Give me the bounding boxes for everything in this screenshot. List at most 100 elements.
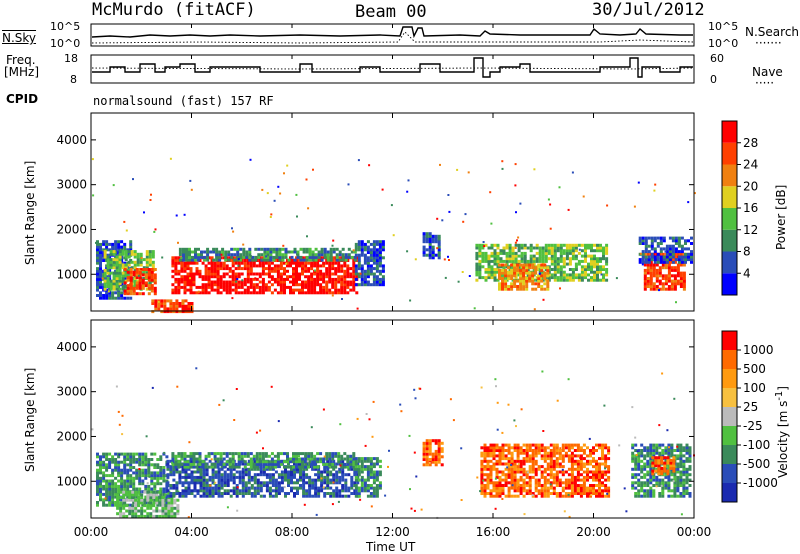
data-cell	[341, 459, 345, 463]
data-cell	[284, 255, 288, 259]
data-cell	[644, 255, 648, 259]
data-cell	[202, 489, 206, 493]
data-cell	[172, 302, 176, 305]
data-cell	[280, 481, 284, 485]
data-cell	[525, 473, 529, 477]
data-cell	[662, 260, 666, 264]
data-cell	[507, 274, 511, 278]
data-cell	[222, 457, 226, 461]
data-cell	[634, 443, 638, 447]
data-cell	[274, 486, 278, 490]
data-cell	[529, 246, 533, 250]
data-cell	[516, 489, 520, 493]
data-cell	[341, 255, 345, 259]
data-cell	[537, 451, 541, 455]
data-cell	[119, 506, 123, 510]
data-cell	[116, 506, 120, 510]
data-cell	[105, 482, 109, 486]
data-cell	[247, 475, 251, 479]
data-cell	[301, 272, 304, 276]
data-cell	[292, 452, 295, 456]
data-cell	[280, 489, 284, 493]
data-cell	[346, 460, 350, 464]
data-cell	[114, 468, 118, 472]
data-cell	[195, 261, 199, 265]
data-cell	[250, 467, 254, 471]
data-cell	[258, 275, 262, 279]
data-cell	[649, 489, 653, 493]
data-cell	[559, 254, 563, 258]
data-cell	[213, 452, 217, 456]
data-cell	[138, 284, 142, 288]
data-cell	[631, 443, 635, 447]
data-cell	[582, 478, 586, 482]
data-cell	[299, 473, 302, 477]
data-cell	[652, 494, 656, 498]
data-cell	[555, 494, 559, 498]
data-cell	[133, 250, 137, 254]
data-cell	[223, 481, 227, 485]
data-cell	[478, 246, 482, 250]
data-cell	[148, 260, 152, 264]
data-cell	[434, 460, 438, 464]
data-cell	[655, 467, 659, 471]
data-cell	[205, 467, 209, 471]
data-cell	[640, 470, 644, 474]
data-cell	[114, 458, 118, 461]
data-cell	[329, 486, 333, 490]
data-cell	[314, 473, 318, 477]
data-cell	[222, 462, 226, 466]
data-cell	[546, 282, 550, 286]
data-cell	[144, 484, 148, 488]
data-cell	[211, 489, 215, 493]
data-cell	[492, 481, 496, 485]
data-cell	[167, 514, 171, 518]
data-cell	[171, 462, 175, 466]
data-cell	[181, 467, 185, 471]
data-cell	[646, 446, 650, 450]
data-cell	[649, 467, 653, 471]
data-cell	[304, 465, 308, 469]
data-cell	[216, 288, 220, 292]
data-cell	[573, 481, 577, 485]
data-cell	[277, 492, 281, 495]
data-cell	[106, 285, 110, 288]
data-cell	[596, 278, 599, 282]
data-cell	[195, 452, 199, 456]
data-cell	[153, 286, 157, 290]
data-cell	[268, 478, 272, 482]
data-cell	[498, 475, 502, 479]
data-cell	[322, 291, 326, 295]
data-cell	[543, 274, 547, 278]
data-cell	[323, 253, 327, 257]
data-cell	[186, 283, 190, 287]
data-cell	[498, 446, 502, 450]
data-cell	[198, 462, 202, 466]
data-cell	[149, 199, 152, 201]
data-cell	[316, 261, 320, 265]
data-cell	[156, 466, 160, 469]
data-cell	[664, 484, 668, 487]
data-cell	[295, 460, 298, 464]
data-cell	[228, 267, 232, 271]
data-cell	[343, 269, 347, 273]
data-cell	[428, 463, 432, 467]
data-cell	[138, 455, 142, 459]
data-cell	[490, 259, 494, 263]
data-cell	[187, 310, 191, 314]
data-cell	[634, 459, 638, 463]
data-cell	[178, 310, 182, 314]
data-cell	[513, 263, 517, 267]
data-cell	[531, 274, 535, 278]
data-cell	[296, 250, 300, 254]
data-cell	[192, 275, 196, 279]
data-cell	[649, 279, 653, 283]
data-cell	[647, 236, 651, 240]
data-cell	[246, 291, 250, 295]
data-cell	[577, 262, 581, 266]
data-cell	[504, 478, 508, 482]
data-cell	[102, 484, 106, 488]
data-cell	[363, 478, 367, 482]
data-cell	[283, 269, 286, 273]
data-cell	[214, 473, 218, 477]
